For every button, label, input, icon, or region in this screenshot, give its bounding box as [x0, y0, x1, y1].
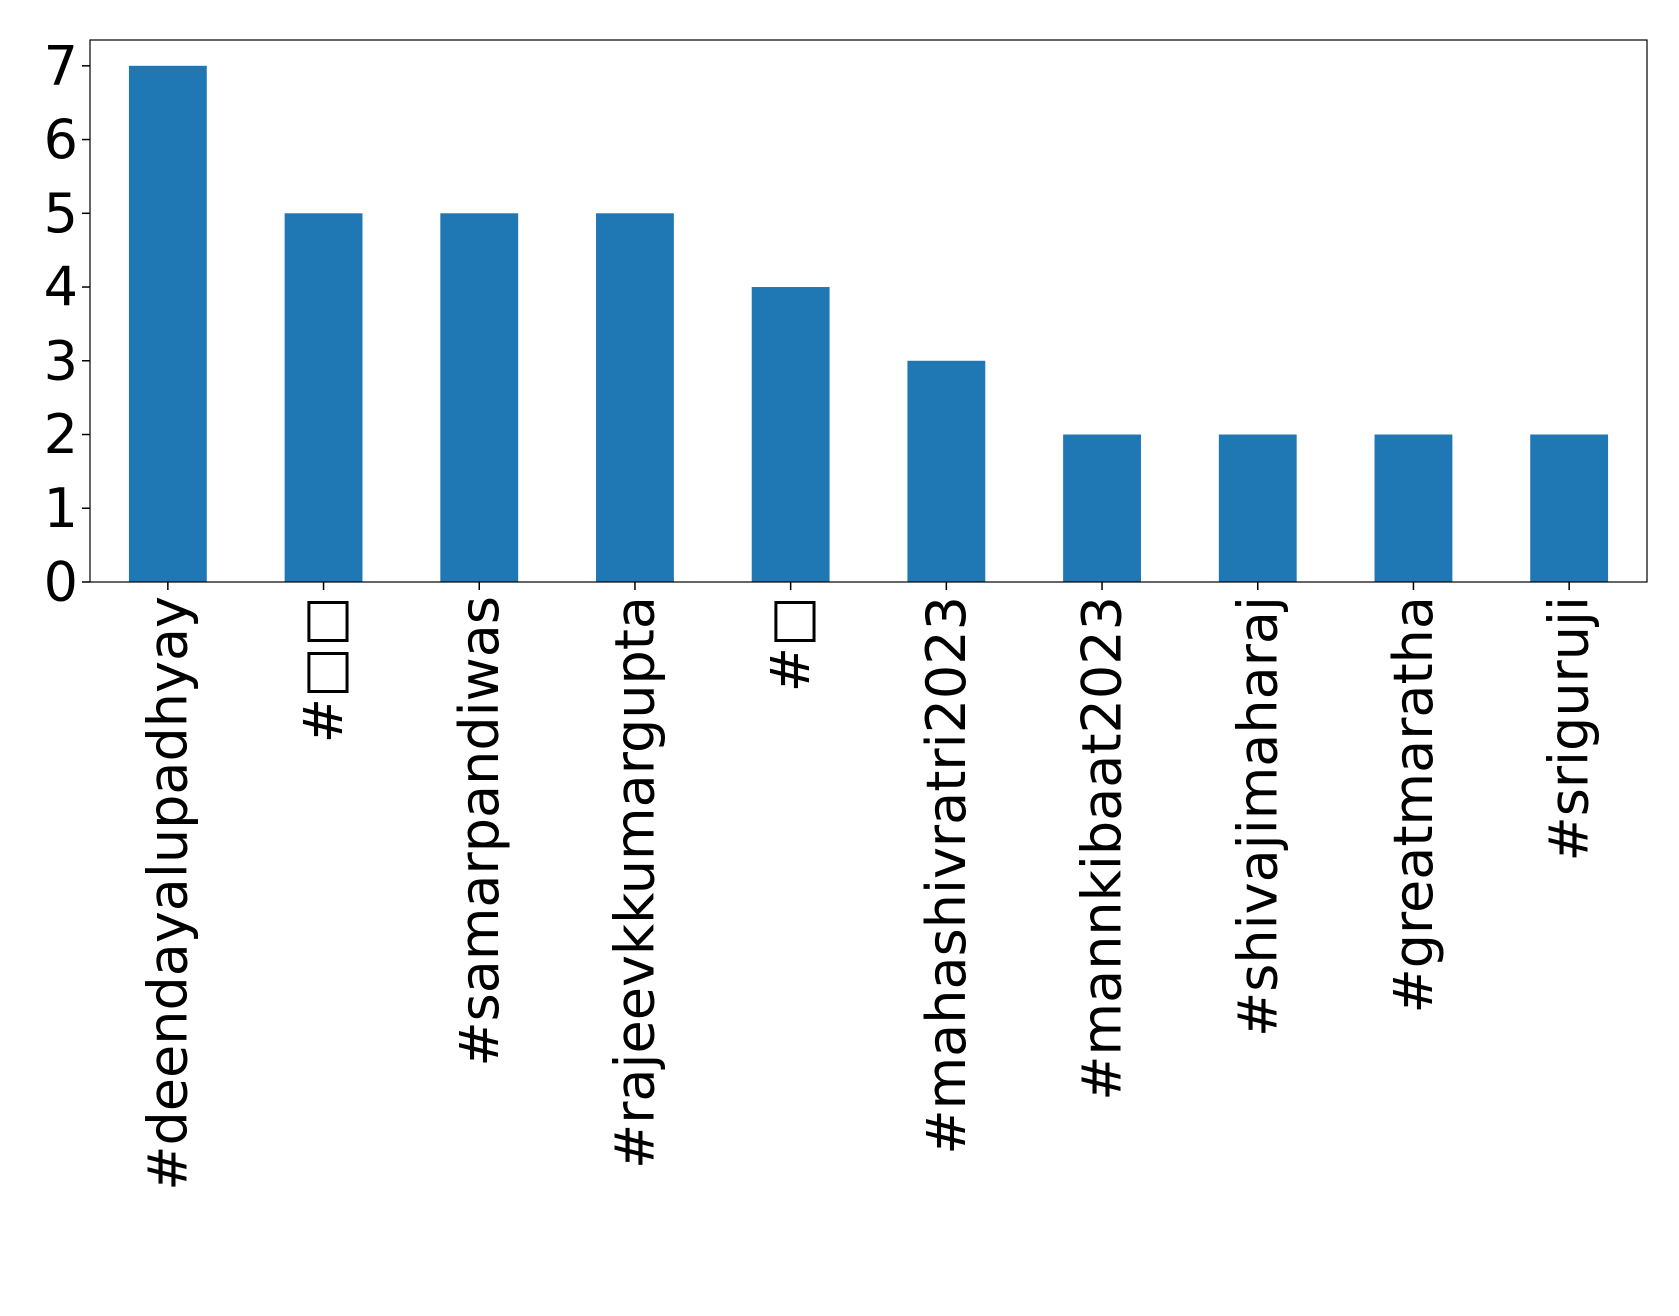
y-tick-label: 0	[44, 551, 78, 614]
bar	[751, 287, 830, 582]
bar	[128, 65, 207, 583]
x-tick-label: #mahashivratri2023	[915, 596, 978, 1155]
y-tick-label: 2	[44, 403, 78, 466]
bar	[907, 360, 986, 582]
bar	[1218, 434, 1297, 582]
y-tick-label: 6	[44, 108, 78, 171]
x-tick-label: #deendayalupadhyay	[136, 596, 199, 1191]
bar	[440, 213, 519, 582]
bar	[1063, 434, 1141, 582]
y-tick-label: 7	[44, 34, 78, 97]
x-tick-label: #□	[759, 596, 822, 692]
bar	[596, 213, 674, 582]
y-tick-label: 4	[44, 256, 78, 319]
x-tick-label: #□□	[292, 596, 355, 743]
bar	[1530, 434, 1609, 582]
bar	[284, 213, 363, 582]
x-tick-label: #greatmaratha	[1382, 596, 1445, 1014]
x-tick-label: #mannkibaat2023	[1071, 596, 1134, 1101]
x-tick-label: #shivajimaharaj	[1226, 596, 1289, 1037]
y-tick-label: 1	[44, 477, 78, 540]
y-tick-label: 3	[44, 329, 78, 392]
x-tick-label: #rajeevkkumargupta	[603, 596, 666, 1169]
plot-frame	[89, 39, 1648, 583]
y-tick-label: 5	[44, 182, 78, 245]
x-tick-label: #sriguruji	[1538, 596, 1601, 862]
x-tick-label: #samarpandiwas	[448, 596, 511, 1067]
bar	[1374, 434, 1453, 582]
